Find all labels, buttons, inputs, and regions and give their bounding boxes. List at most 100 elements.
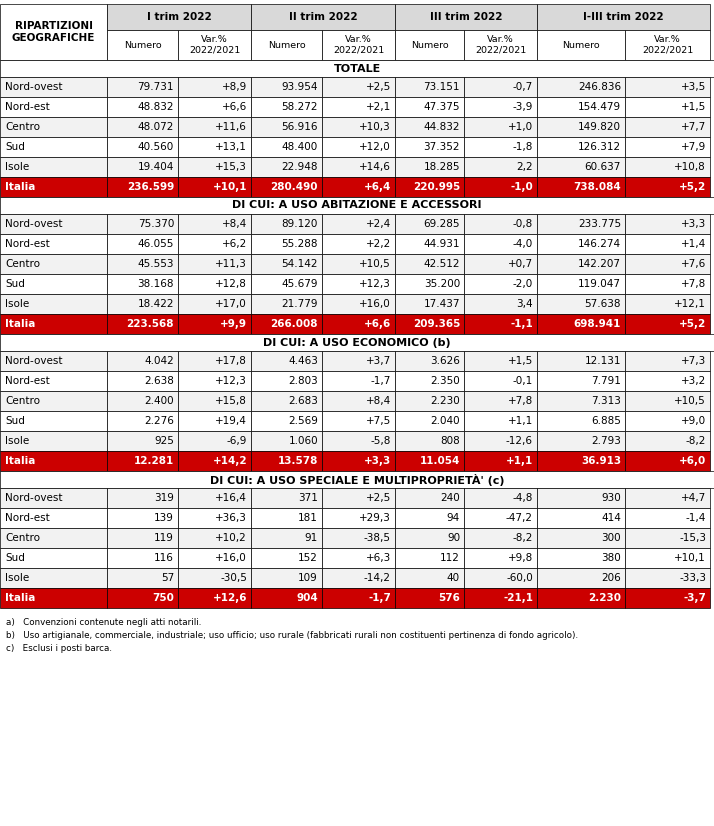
Bar [251, 508, 322, 528]
Text: 266.008: 266.008 [271, 319, 318, 329]
Text: +1,5: +1,5 [508, 356, 533, 366]
Text: -3,9: -3,9 [513, 102, 533, 112]
Text: +8,4: +8,4 [222, 219, 247, 229]
Bar [625, 30, 710, 60]
Bar [178, 117, 251, 137]
Text: 904: 904 [296, 593, 318, 603]
Bar [251, 411, 322, 431]
Text: +7,5: +7,5 [366, 416, 391, 426]
Text: +7,8: +7,8 [508, 396, 533, 406]
Bar [251, 254, 322, 274]
Text: Italia: Italia [5, 593, 36, 603]
Bar [625, 431, 710, 451]
Text: 44.832: 44.832 [423, 122, 460, 132]
Text: 300: 300 [601, 533, 621, 543]
Bar [251, 274, 322, 294]
Bar [537, 30, 625, 60]
Text: 119: 119 [154, 533, 174, 543]
Bar [251, 588, 322, 608]
Text: 93.954: 93.954 [281, 82, 318, 92]
Bar [0, 508, 107, 528]
Text: +10,1: +10,1 [213, 182, 247, 192]
Text: 2,2: 2,2 [516, 162, 533, 172]
Bar [178, 274, 251, 294]
Text: 79.731: 79.731 [138, 82, 174, 92]
Bar [322, 97, 395, 117]
Text: +7,7: +7,7 [680, 122, 706, 132]
Text: DI CUI: A USO ABITAZIONE E ACCESSORI: DI CUI: A USO ABITAZIONE E ACCESSORI [232, 201, 482, 211]
Bar [464, 234, 537, 254]
Text: 19.404: 19.404 [138, 162, 174, 172]
Bar [178, 137, 251, 157]
Bar [625, 77, 710, 97]
Text: I trim 2022: I trim 2022 [146, 12, 211, 22]
Text: a)   Convenzioni contenute negli atti notarili.: a) Convenzioni contenute negli atti nota… [6, 618, 201, 627]
Text: 2.683: 2.683 [288, 396, 318, 406]
Bar [251, 4, 395, 30]
Text: -2,0: -2,0 [513, 279, 533, 289]
Bar [178, 528, 251, 548]
Bar [322, 488, 395, 508]
Text: 3.626: 3.626 [430, 356, 460, 366]
Text: 116: 116 [154, 553, 174, 563]
Text: 4.463: 4.463 [288, 356, 318, 366]
Bar [464, 77, 537, 97]
Bar [178, 30, 251, 60]
Text: -30,5: -30,5 [220, 573, 247, 583]
Bar [537, 371, 625, 391]
Text: Centro: Centro [5, 122, 40, 132]
Text: +16,4: +16,4 [215, 493, 247, 503]
Text: 112: 112 [440, 553, 460, 563]
Bar [0, 214, 107, 234]
Text: -1,0: -1,0 [511, 182, 533, 192]
Bar [178, 177, 251, 197]
Text: +9,8: +9,8 [508, 553, 533, 563]
Text: Numero: Numero [268, 40, 306, 50]
Bar [178, 314, 251, 334]
Bar [537, 254, 625, 274]
Bar [0, 234, 107, 254]
Text: +2,1: +2,1 [366, 102, 391, 112]
Bar [0, 294, 107, 314]
Text: -8,2: -8,2 [685, 436, 706, 446]
Bar [322, 351, 395, 371]
Text: Isole: Isole [5, 573, 29, 583]
Text: -3,7: -3,7 [683, 593, 706, 603]
Text: +17,0: +17,0 [215, 299, 247, 309]
Text: -1,7: -1,7 [368, 593, 391, 603]
Text: Isole: Isole [5, 436, 29, 446]
Text: 414: 414 [601, 513, 621, 523]
Bar [625, 588, 710, 608]
Bar [322, 314, 395, 334]
Bar [537, 548, 625, 568]
Text: 60.637: 60.637 [585, 162, 621, 172]
Bar [322, 30, 395, 60]
Bar [625, 177, 710, 197]
Bar [178, 371, 251, 391]
Bar [464, 137, 537, 157]
Bar [107, 4, 251, 30]
Bar [107, 214, 178, 234]
Text: +6,3: +6,3 [366, 553, 391, 563]
Bar [464, 508, 537, 528]
Text: 576: 576 [438, 593, 460, 603]
Bar [537, 4, 710, 30]
Text: 45.553: 45.553 [138, 259, 174, 269]
Text: +5,2: +5,2 [679, 319, 706, 329]
Text: 73.151: 73.151 [423, 82, 460, 92]
Text: 48.072: 48.072 [138, 122, 174, 132]
Text: 2.569: 2.569 [288, 416, 318, 426]
Bar [322, 391, 395, 411]
Text: 142.207: 142.207 [578, 259, 621, 269]
Text: 3,4: 3,4 [516, 299, 533, 309]
Text: 109: 109 [298, 573, 318, 583]
Text: -33,3: -33,3 [679, 573, 706, 583]
Bar [395, 30, 464, 60]
Bar [251, 234, 322, 254]
Bar [107, 30, 178, 60]
Bar [107, 568, 178, 588]
Bar [537, 391, 625, 411]
Text: 2.793: 2.793 [591, 436, 621, 446]
Bar [178, 588, 251, 608]
Bar [0, 177, 107, 197]
